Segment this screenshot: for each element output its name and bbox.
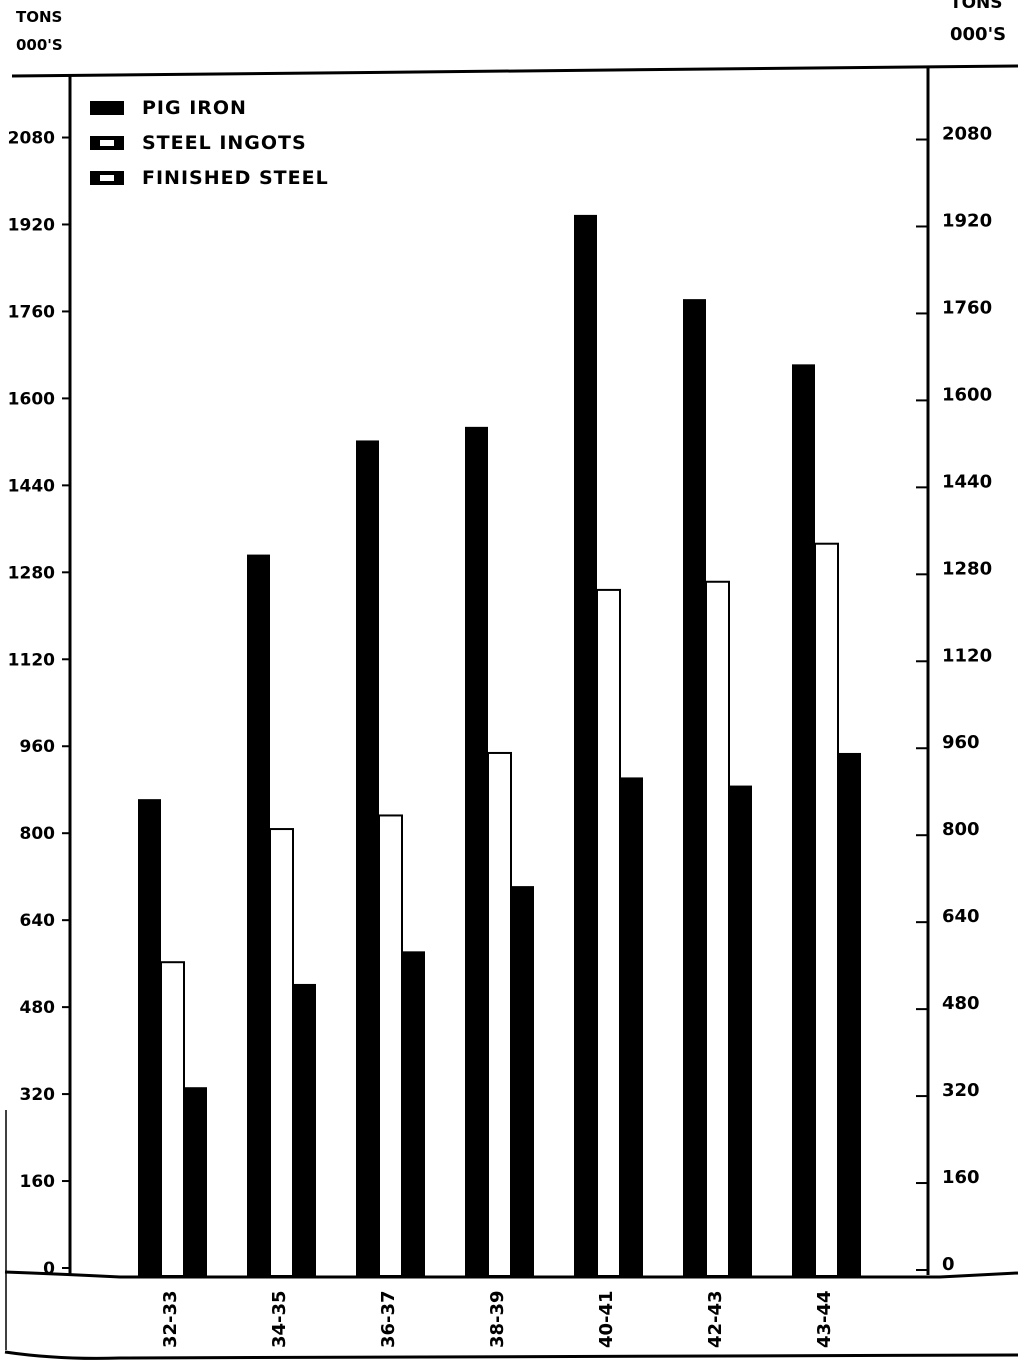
bar-finished-steel-32-33 <box>184 1087 207 1276</box>
legend-swatch-pig-iron <box>90 101 124 115</box>
left-tick-label: 800 <box>20 824 56 844</box>
legend-swatch-steel-ingots-inner <box>100 140 114 146</box>
right-tick-label: 800 <box>942 819 980 840</box>
top-border <box>11 64 1019 78</box>
left-tick-label: 160 <box>20 1172 56 1192</box>
right-tick-label: 0 <box>942 1254 955 1275</box>
left-tick-label: 1760 <box>8 302 55 322</box>
left-axis-unit-label-line1: TONS <box>16 8 62 26</box>
legend-label-pig-iron: PIG IRON <box>142 97 247 119</box>
bar-finished-steel-42-43 <box>729 785 752 1276</box>
category-label: 32-33 <box>160 1290 181 1348</box>
bar-steel-ingots-40-41 <box>596 588 621 1277</box>
bar-pig-iron-42-43 <box>683 299 706 1276</box>
right-tick-label: 1440 <box>942 471 992 492</box>
right-tick-label: 960 <box>942 732 980 753</box>
right-tick-label: 1920 <box>942 210 992 231</box>
bar-finished-steel-34-35 <box>293 983 316 1276</box>
legend-label-finished-steel: FINISHED STEEL <box>142 167 329 189</box>
bar-steel-ingots-42-43 <box>705 580 730 1277</box>
left-axis-unit-label-line2: 000'S <box>16 36 63 54</box>
left-tick-label: 1120 <box>8 650 55 670</box>
left-tick-label: 640 <box>20 911 56 931</box>
right-tick-label: 1600 <box>942 384 992 405</box>
right-tick-label: 2080 <box>942 124 992 145</box>
right-tick-label: 1760 <box>942 297 992 318</box>
right-tick-label: 1120 <box>942 645 992 666</box>
legend-label-steel-ingots: STEEL INGOTS <box>142 132 307 154</box>
y-ticks: 0 0 160 160 320 320 480 480 640 640 800 800 960 960 11… <box>8 124 992 1279</box>
right-tick-label: 640 <box>942 906 980 927</box>
bar-finished-steel-36-37 <box>402 951 425 1276</box>
bottom-border <box>4 1350 1019 1360</box>
bar-finished-steel-43-44 <box>838 752 861 1276</box>
category-label: 38-39 <box>487 1290 508 1348</box>
bar-steel-ingots-36-37 <box>378 814 403 1278</box>
right-axis-unit-label-line2: 000'S <box>950 24 1006 45</box>
right-tick-label: 1280 <box>942 558 992 579</box>
right-tick-label: 160 <box>942 1167 980 1188</box>
left-tick-label: 320 <box>20 1085 56 1105</box>
category-labels: 32-33 34-35 36-37 38-39 40-41 42-43 43-44 <box>160 1290 835 1348</box>
legend: PIG IRON STEEL INGOTS FINISHED STEEL <box>90 97 329 189</box>
left-tick-label: 0 <box>43 1259 55 1279</box>
category-label: 36-37 <box>378 1290 399 1348</box>
bar-steel-ingots-32-33 <box>160 961 185 1278</box>
right-tick-label: 480 <box>942 993 980 1014</box>
left-tick-label: 480 <box>20 998 56 1018</box>
category-label: 42-43 <box>705 1290 726 1348</box>
left-tick-label: 1440 <box>8 476 55 496</box>
baseline <box>4 1270 1019 1279</box>
left-tick-label: 960 <box>20 737 56 757</box>
bar-finished-steel-40-41 <box>620 777 643 1276</box>
right-tick-label: 320 <box>942 1080 980 1101</box>
bar-finished-steel-38-39 <box>511 886 534 1276</box>
category-label: 34-35 <box>269 1290 290 1348</box>
category-label: 40-41 <box>596 1290 617 1348</box>
bar-pig-iron-40-41 <box>574 214 597 1277</box>
legend-swatch-finished-steel-inner <box>100 175 114 181</box>
bar-steel-ingots-43-44 <box>814 542 839 1277</box>
left-tick-label: 1600 <box>8 389 55 409</box>
left-tick-label: 2080 <box>8 129 55 149</box>
bar-steel-ingots-34-35 <box>269 828 294 1277</box>
left-tick-label: 1920 <box>8 215 55 235</box>
bar-pig-iron-32-33 <box>138 799 161 1276</box>
bar-pig-iron-38-39 <box>465 426 488 1276</box>
bar-steel-ingots-38-39 <box>487 751 512 1277</box>
category-label: 43-44 <box>814 1290 835 1348</box>
bar-pig-iron-34-35 <box>247 554 270 1276</box>
right-axis-unit-label-line1: TONS <box>950 0 1003 13</box>
left-tick-label: 1280 <box>8 563 55 583</box>
bar-pig-iron-36-37 <box>356 440 379 1276</box>
bars <box>138 214 861 1278</box>
bar-pig-iron-43-44 <box>792 364 815 1277</box>
